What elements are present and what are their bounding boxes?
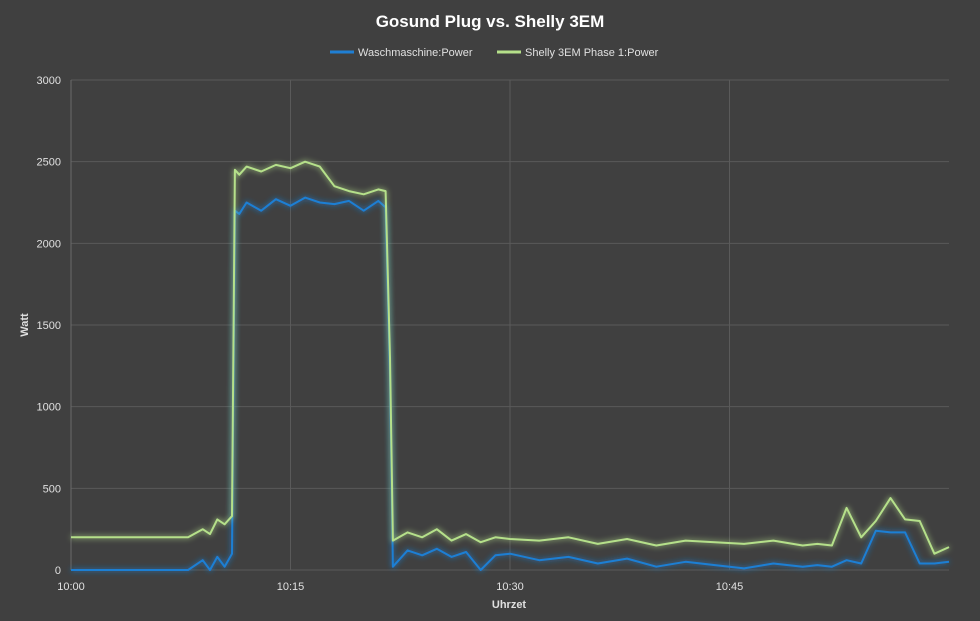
legend-label-1: Shelly 3EM Phase 1:Power — [525, 47, 659, 59]
y-tick-label: 3000 — [37, 75, 61, 87]
y-axis-ticks: 0 500 1000 1500 2000 2500 3000 — [37, 75, 61, 577]
y-tick-label: 1500 — [37, 320, 61, 332]
x-tick-label: 10:15 — [277, 581, 305, 593]
y-tick-label: 2000 — [37, 238, 61, 250]
x-tick-label: 10:30 — [496, 581, 524, 593]
y-axis-title: Watt — [19, 313, 31, 337]
series-line-0 — [71, 196, 950, 571]
legend: Waschmaschine:Power Shelly 3EM Phase 1:Po… — [330, 47, 659, 59]
y-tick-label: 1000 — [37, 402, 61, 414]
x-tick-label: 10:00 — [57, 581, 85, 593]
legend-label-0: Waschmaschine:Power — [358, 47, 473, 59]
y-tick-label: 0 — [55, 565, 61, 577]
x-axis-ticks: 10:00 10:15 10:30 10:45 — [57, 581, 743, 593]
y-tick-label: 2500 — [37, 157, 61, 169]
x-tick-label: 10:45 — [716, 581, 744, 593]
y-tick-label: 500 — [43, 483, 61, 495]
gridlines — [70, 79, 949, 571]
x-axis-title: Uhrzet — [492, 599, 527, 611]
series-line-1 — [71, 160, 950, 555]
chart-title: Gosund Plug vs. Shelly 3EM — [376, 12, 605, 31]
series-group — [71, 160, 950, 571]
